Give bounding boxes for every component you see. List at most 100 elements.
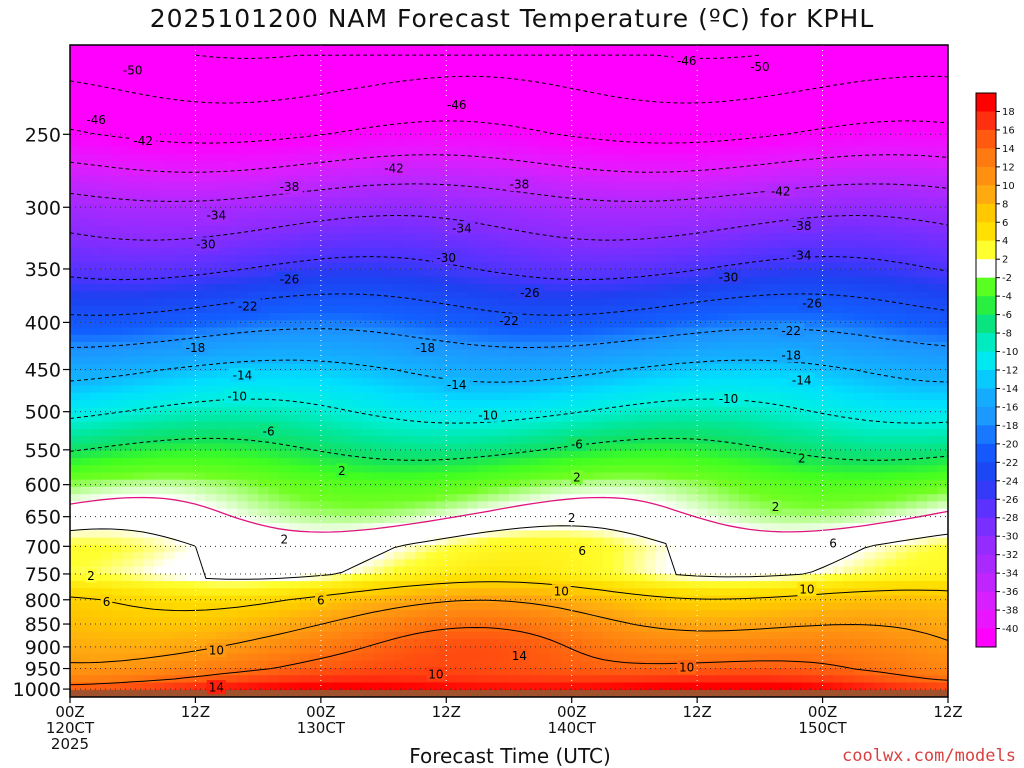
field-cell [80, 124, 92, 133]
field-cell [258, 660, 270, 669]
field-cell [279, 175, 291, 184]
field-cell [404, 566, 416, 575]
field-cell [289, 320, 301, 329]
field-cell [582, 617, 594, 626]
field-cell [603, 682, 615, 691]
field-cell [279, 226, 291, 234]
field-cell [247, 588, 259, 597]
field-cell [205, 414, 217, 423]
field-cell [341, 342, 353, 350]
field-cell [477, 182, 489, 191]
field-cell [477, 530, 489, 539]
field-cell [488, 479, 500, 488]
field-cell [205, 588, 217, 597]
field-cell [394, 465, 406, 474]
field-cell [205, 552, 217, 560]
field-cell [634, 276, 646, 285]
field-cell [216, 523, 228, 531]
field-cell [279, 189, 291, 198]
field-cell [373, 73, 385, 82]
field-cell [498, 349, 510, 358]
field-cell [404, 102, 416, 111]
field-cell [289, 110, 301, 119]
field-cell [362, 537, 374, 546]
field-cell [90, 472, 102, 481]
field-cell [383, 494, 395, 502]
field-cell [446, 436, 458, 445]
field-cell [289, 624, 301, 633]
field-cell [613, 327, 625, 336]
field-cell [289, 588, 301, 597]
field-cell [184, 255, 197, 263]
field-cell [613, 255, 625, 263]
field-cell [237, 443, 249, 452]
field-cell [519, 552, 531, 560]
field-cell [571, 233, 583, 242]
field-cell [623, 414, 636, 423]
field-cell [373, 226, 385, 234]
field-cell [613, 378, 625, 387]
field-cell [331, 421, 343, 430]
field-cell [289, 73, 301, 82]
field-cell [268, 313, 280, 321]
field-cell [143, 247, 155, 256]
field-cell [529, 81, 541, 90]
field-cell [634, 160, 646, 169]
field-cell [101, 414, 113, 423]
field-cell [101, 313, 113, 321]
field-cell [571, 682, 583, 691]
field-cell [613, 102, 625, 111]
field-cell [331, 291, 343, 300]
field-cell [195, 472, 207, 481]
field-cell [143, 146, 155, 155]
field-cell [383, 124, 395, 133]
field-cell [258, 508, 270, 517]
field-cell [414, 102, 426, 111]
field-cell [477, 544, 489, 553]
field-cell [268, 363, 280, 372]
field-cell [289, 617, 301, 626]
field-cell [467, 421, 479, 430]
field-cell [603, 182, 615, 191]
field-cell [80, 247, 92, 256]
field-cell [122, 472, 134, 481]
field-cell [247, 168, 259, 176]
field-cell [247, 494, 259, 502]
field-cell [237, 356, 249, 365]
field-cell [258, 559, 270, 568]
field-cell [592, 175, 604, 184]
field-cell [435, 588, 447, 597]
field-cell [341, 175, 353, 184]
field-cell [540, 175, 552, 184]
field-cell [394, 182, 406, 191]
field-cell [352, 342, 364, 350]
field-cell [425, 399, 437, 408]
field-cell [111, 298, 123, 307]
field-cell [488, 552, 500, 560]
field-cell [153, 392, 165, 401]
field-cell [352, 595, 364, 604]
field-cell [623, 581, 636, 589]
field-cell [467, 168, 479, 176]
field-cell [205, 363, 217, 372]
field-cell [456, 624, 468, 633]
field-cell [205, 494, 217, 502]
field-cell [111, 472, 123, 481]
field-cell [373, 392, 385, 401]
field-cell [529, 255, 541, 263]
field-cell [592, 631, 604, 640]
field-cell [320, 320, 332, 329]
field-cell [613, 465, 625, 474]
field-cell [341, 153, 353, 162]
field-cell [352, 552, 364, 560]
field-cell [404, 646, 416, 655]
field-cell [153, 45, 165, 53]
field-cell [122, 327, 134, 336]
field-cell [279, 414, 291, 423]
field-cell [310, 588, 322, 597]
field-cell [435, 124, 447, 133]
field-cell [122, 124, 134, 133]
field-cell [446, 588, 458, 597]
field-cell [373, 356, 385, 365]
field-cell [247, 88, 259, 97]
